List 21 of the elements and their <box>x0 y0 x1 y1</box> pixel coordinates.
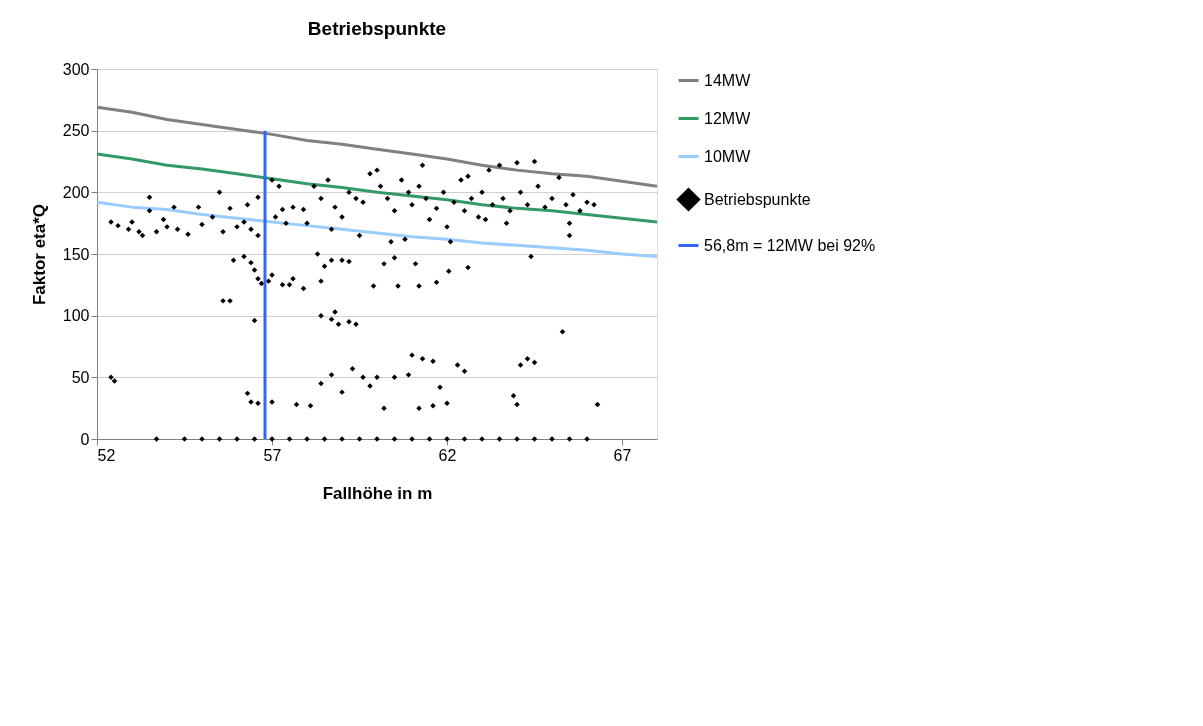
y-tick-label: 250 <box>62 122 90 140</box>
x-tick-label: 67 <box>613 446 632 464</box>
y-tick-label: 0 <box>80 430 90 448</box>
line-series <box>95 200 659 258</box>
y-tick-label: 300 <box>62 60 90 78</box>
y-tick-label: 50 <box>71 368 90 386</box>
y-tick-label: 150 <box>62 245 90 263</box>
legend-label: 12MW <box>704 109 752 127</box>
legend-label: 14MW <box>704 71 752 89</box>
x-tick-label: 62 <box>438 446 457 464</box>
chart-title: Betriebspunkte <box>307 18 447 39</box>
y-axis-title: Faktor eta*Q <box>29 203 49 306</box>
x-tick-label: 57 <box>263 446 282 464</box>
x-tick-label: 52 <box>97 446 116 464</box>
legend-label: 10MW <box>704 147 752 165</box>
y-tick-label: 200 <box>62 183 90 201</box>
y-tick-label: 100 <box>62 307 90 325</box>
legend-label: Betriebspunkte <box>704 190 811 208</box>
legend-label: 56,8m = 12MW bei 92% <box>704 236 876 254</box>
line-series <box>95 152 659 224</box>
x-axis-title: Fallhöhe in m <box>322 483 433 503</box>
